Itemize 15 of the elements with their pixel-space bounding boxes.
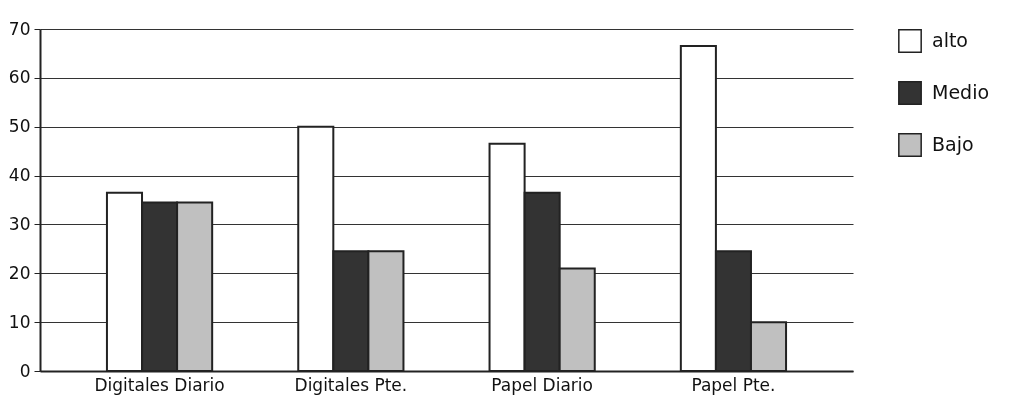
legend-label: alto: [932, 29, 968, 51]
y-tick-label: 70: [8, 18, 31, 39]
legend-label: Medio: [932, 81, 990, 103]
y-tick-label: 30: [8, 213, 31, 234]
y-tick-label: 0: [19, 360, 31, 381]
y-tick-label: 60: [8, 67, 31, 88]
x-tick-label: Papel Pte.: [691, 374, 776, 395]
legend-label: Bajo: [932, 133, 974, 155]
y-tick-label: 20: [8, 262, 31, 283]
x-tick-label: Papel Diario: [491, 374, 593, 395]
y-tick-label: 40: [8, 165, 31, 186]
x-tick-label: Digitales Pte.: [294, 374, 408, 395]
x-tick-label: Digitales Diario: [94, 374, 225, 395]
y-tick-label: 10: [8, 311, 31, 332]
y-tick-label: 50: [8, 116, 31, 137]
